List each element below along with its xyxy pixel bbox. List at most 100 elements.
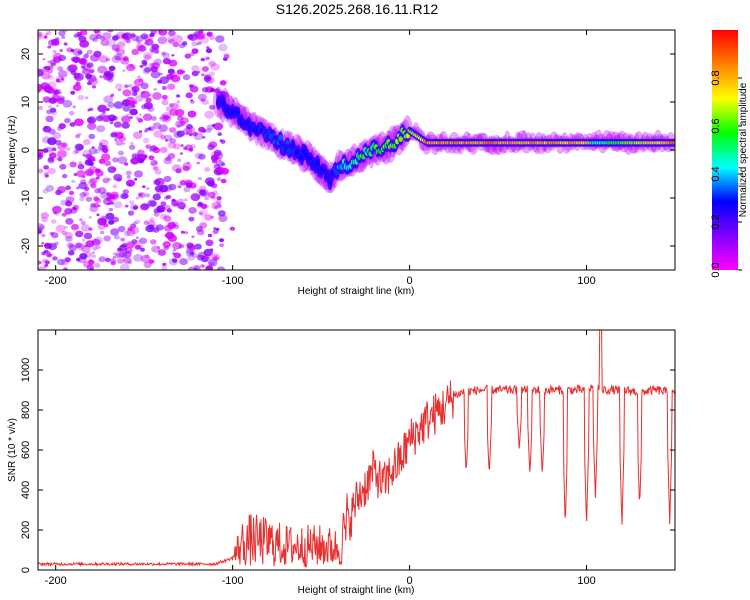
spectrogram-noise-blob <box>124 84 129 88</box>
spectrogram-noise-blob <box>121 33 129 39</box>
spectrogram-noise-blob <box>120 237 126 242</box>
spectrogram-noise-blob <box>82 154 86 157</box>
spectrogram-noise-blob <box>157 249 167 256</box>
spectrogram-noise-blob <box>41 216 48 223</box>
spectrogram-noise-blob <box>78 57 88 65</box>
spectrogram-noise-blob <box>83 138 91 146</box>
spectrogram-noise-blob <box>89 177 98 184</box>
spectrogram-noise-blob <box>167 153 176 159</box>
spectrogram-noise-blob <box>111 216 120 223</box>
spectrogram-noise-blob <box>136 39 142 44</box>
spectrogram-noise-blob <box>79 30 88 36</box>
spectrogram-noise-blob <box>200 264 205 268</box>
spectrogram-noise-blob <box>109 201 115 205</box>
spectrogram-noise-blob <box>153 179 161 186</box>
colorbar-label: Normalized spectral amplitude <box>738 82 749 217</box>
spectrogram-noise-blob <box>162 58 171 65</box>
spectrogram-y-tick-label: -10 <box>20 190 32 206</box>
spectrogram-noise-blob <box>52 52 63 61</box>
spectrogram-noise-blob <box>88 147 98 155</box>
spectrogram-noise-blob <box>42 148 49 154</box>
spectrogram-noise-blob <box>95 34 102 40</box>
spectrogram-noise-blob <box>186 132 189 135</box>
spectrogram-noise-blob <box>142 68 151 75</box>
spectrogram-noise-blob <box>121 142 126 145</box>
spectrogram-noise-blob <box>166 208 172 213</box>
spectrogram-noise-blob <box>205 48 213 54</box>
spectrogram-noise-blob <box>129 64 134 68</box>
spectrogram-noise-blob <box>153 58 162 65</box>
spectrogram-noise-blob <box>99 75 103 79</box>
spectrogram-noise-blob <box>183 43 188 47</box>
spectrogram-noise-blob <box>113 234 120 240</box>
spectrogram-x-ticks: -200 -100 0 100 <box>45 30 596 287</box>
spectrogram-noise-blob <box>102 111 106 115</box>
spectrogram-noise-blob <box>81 68 91 75</box>
spectrogram-noise-blob <box>115 250 125 258</box>
spectrogram-track-core <box>672 141 675 145</box>
spectrogram-noise-blob <box>122 56 129 61</box>
spectrogram-noise-blob <box>162 52 171 59</box>
spectrogram-noise-blob <box>206 31 213 37</box>
spectrogram-noise-blob <box>98 158 106 164</box>
spectrogram-noise-blob <box>196 43 200 46</box>
spectrogram-noise-blob <box>86 62 94 68</box>
spectrogram-noise-blob <box>173 143 181 150</box>
spectrogram-noise-blob <box>147 127 152 131</box>
spectrogram-noise-blob <box>158 124 168 132</box>
spectrogram-y-tick-label: -20 <box>20 238 32 254</box>
spectrogram-noise-blob <box>42 188 49 194</box>
spectrogram-noise-blob <box>137 118 144 123</box>
spectrogram-noise-blob <box>113 34 121 40</box>
spectrogram-x-tick-label: 100 <box>577 275 595 287</box>
spectrogram-noise-blob <box>163 184 173 192</box>
spectrogram-noise-blob <box>149 145 158 152</box>
spectrogram-noise-blob <box>84 96 89 100</box>
spectrogram-noise-blob <box>122 250 132 258</box>
spectrogram-noise-blob <box>42 65 51 72</box>
spectrogram-noise-blob <box>176 158 182 162</box>
spectrogram-noise-blob <box>117 41 126 48</box>
spectrogram-noise-blob <box>134 244 142 250</box>
spectrogram-noise-blob <box>153 227 160 233</box>
spectrogram-noise-blob <box>143 220 150 225</box>
spectrogram-noise-blob <box>49 231 55 236</box>
spectrogram-noise-blob <box>102 177 110 184</box>
snr-x-tick-label: -200 <box>45 575 67 587</box>
spectrogram-noise-blob <box>107 177 112 181</box>
spectrogram-noise-blob <box>210 154 219 162</box>
spectrogram-noise-blob <box>107 102 115 108</box>
spectrogram-noise-blob <box>209 104 216 110</box>
spectrogram-noise-blob <box>138 130 143 133</box>
spectrogram-noise-blob <box>57 66 64 72</box>
spectrogram-noise-blob <box>44 260 51 265</box>
spectrogram-noise-blob <box>135 236 139 240</box>
spectrogram-noise-blob <box>144 38 154 46</box>
spectrogram-noise-blob <box>104 71 111 77</box>
spectrogram-noise-blob <box>56 258 66 266</box>
spectrogram-noise-blob <box>64 225 68 229</box>
spectrogram-noise-blob <box>131 181 136 185</box>
spectrogram-noise-blob <box>107 30 114 33</box>
spectrogram-noise-blob <box>151 116 157 121</box>
spectrogram-noise-blob <box>103 149 108 153</box>
spectrogram-noise-blob <box>137 75 141 79</box>
spectrogram-noise-blob <box>187 110 197 118</box>
spectrogram-noise-blob <box>125 39 131 44</box>
spectrogram-noise-blob <box>52 205 62 214</box>
spectrogram-noise-blob <box>120 244 125 248</box>
spectrogram-noise-blob <box>46 30 52 35</box>
spectrogram-noise-blob <box>65 218 74 225</box>
spectrogram-noise-blob <box>77 132 82 136</box>
spectrogram-noise-blob <box>111 44 120 52</box>
spectrogram-noise-blob <box>44 174 49 178</box>
spectrogram-noise-blob <box>176 69 184 75</box>
spectrogram-noise-blob <box>96 125 106 133</box>
spectrogram-noise-blob <box>109 121 114 125</box>
spectrogram-noise-blob <box>83 261 92 268</box>
snr-y-tick-label: 400 <box>20 481 32 499</box>
spectrogram-noise-blob <box>118 150 124 156</box>
spectrogram-noise-blob <box>161 51 166 56</box>
spectrogram-noise-blob <box>40 82 50 90</box>
